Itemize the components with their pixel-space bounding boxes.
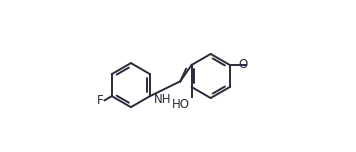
Text: NH: NH [154,93,172,105]
Text: HO: HO [172,98,190,111]
Text: O: O [239,58,248,71]
Text: F: F [97,94,104,107]
